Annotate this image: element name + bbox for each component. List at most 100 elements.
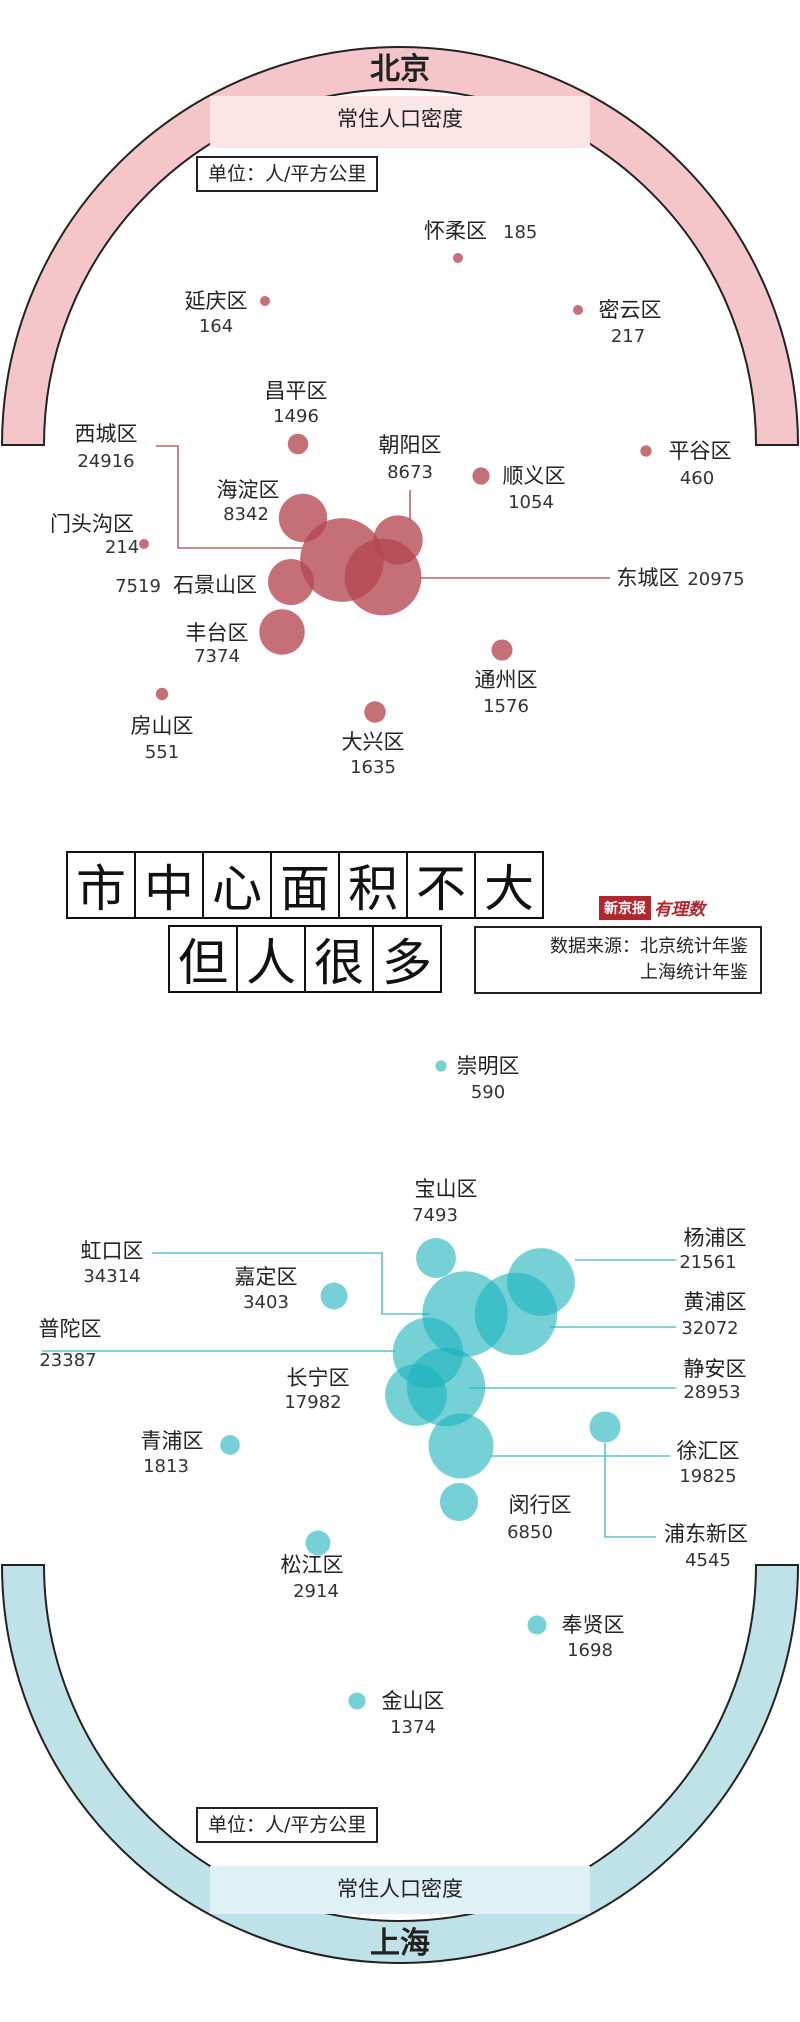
shanghai-district-value: 28953 <box>683 1382 740 1403</box>
beijing-district-name: 海淀区 <box>217 478 280 502</box>
shanghai-bubble <box>435 1060 447 1072</box>
beijing-title-band <box>210 96 590 148</box>
logo-column: 有理数 <box>654 900 705 920</box>
source-box: 数据来源：北京统计年鉴 上海统计年鉴 <box>474 926 762 994</box>
shanghai-bubble <box>406 1347 486 1427</box>
beijing-district-name: 延庆区 <box>185 289 248 313</box>
beijing-bubble <box>259 609 305 655</box>
title-char: 很 <box>304 925 374 993</box>
beijing-district-name: 门头沟区 <box>50 512 134 536</box>
shanghai-district-value: 4545 <box>685 1550 731 1571</box>
beijing-district-name: 东城区 <box>617 566 680 590</box>
shanghai-district-name: 青浦区 <box>141 1429 204 1453</box>
shanghai-district-value: 17982 <box>284 1392 341 1413</box>
beijing-district-value: 460 <box>680 468 714 489</box>
beijing-district-value: 1576 <box>483 696 529 717</box>
beijing-bubble <box>453 253 463 263</box>
title-char: 积 <box>338 851 408 919</box>
shanghai-bubble <box>416 1238 456 1278</box>
beijing-density-title: 常住人口密度 <box>337 107 463 131</box>
beijing-bubble <box>260 296 270 306</box>
source-line2: 上海统计年鉴 <box>640 962 748 983</box>
beijing-ring <box>0 46 800 446</box>
beijing-labels: 怀柔区 185 延庆区 164 密云区 217 昌平区 1496 西城区 24916 朝阳区 8673… <box>50 219 745 778</box>
shanghai-district-name: 虹口区 <box>81 1239 144 1263</box>
shanghai-leader-line <box>152 1252 430 1315</box>
beijing-district-value: 164 <box>199 316 233 337</box>
title-char: 大 <box>474 851 544 919</box>
beijing-district-value: 24916 <box>77 451 134 472</box>
beijing-unit-label: 单位：人/平方公里 <box>196 156 379 192</box>
beijing-bubble <box>287 433 309 455</box>
beijing-district-value: 1496 <box>273 406 319 427</box>
beijing-district-value: 8673 <box>387 462 433 483</box>
beijing-district-name: 房山区 <box>131 714 194 738</box>
shanghai-bubbles <box>220 1060 621 1710</box>
shanghai-density-title: 常住人口密度 <box>337 1877 463 1901</box>
beijing-bubble <box>344 538 422 616</box>
shanghai-district-value: 3403 <box>243 1292 289 1313</box>
shanghai-district-value: 23387 <box>39 1350 96 1371</box>
shanghai-bubble <box>220 1435 240 1455</box>
beijing-district-name: 大兴区 <box>342 730 405 754</box>
title-char: 市 <box>66 851 136 919</box>
shanghai-district-name: 嘉定区 <box>235 1265 298 1289</box>
shanghai-title-band <box>210 1866 590 1914</box>
shanghai-district-name: 长宁区 <box>287 1366 350 1390</box>
beijing-district-name: 怀柔区 <box>424 219 487 243</box>
beijing-district-name: 平谷区 <box>669 439 732 463</box>
shanghai-district-value: 1698 <box>567 1640 613 1661</box>
shanghai-district-value: 19825 <box>679 1466 736 1487</box>
shanghai-bubble <box>589 1411 621 1443</box>
title-char: 不 <box>406 851 476 919</box>
source-line1: 数据来源：北京统计年鉴 <box>550 936 748 957</box>
beijing-leader-line <box>156 445 302 549</box>
shanghai-district-name: 崇明区 <box>457 1054 520 1078</box>
beijing-district-value: 1635 <box>350 757 396 778</box>
logo-brand: 新京报 <box>599 895 651 920</box>
beijing-bubble <box>155 687 169 701</box>
title-char: 人 <box>236 925 306 993</box>
newspaper-logo: 新京报 有理数 <box>599 895 705 920</box>
shanghai-bubble <box>474 1272 558 1356</box>
shanghai-ring <box>0 1564 800 1964</box>
shanghai-district-value: 1374 <box>390 1717 436 1738</box>
beijing-bubble <box>364 701 386 723</box>
beijing-bubble <box>278 493 328 543</box>
beijing-district-value: 217 <box>611 326 645 347</box>
beijing-bubble <box>139 539 149 549</box>
shanghai-district-name: 杨浦区 <box>684 1226 747 1250</box>
shanghai-district-name: 金山区 <box>382 1689 445 1713</box>
shanghai-unit-label: 单位：人/平方公里 <box>196 1807 379 1843</box>
title-char: 多 <box>372 925 442 993</box>
beijing-district-name: 昌平区 <box>265 379 328 403</box>
shanghai-bubble <box>439 1482 479 1522</box>
shanghai-district-value: 21561 <box>679 1252 736 1273</box>
shanghai-bubble <box>348 1692 366 1710</box>
shanghai-district-name: 徐汇区 <box>677 1439 740 1463</box>
shanghai-city-title: 上海 <box>370 1926 430 1961</box>
main-title-line2: 但 人 很 多 <box>168 925 442 993</box>
shanghai-district-value: 1813 <box>143 1456 189 1477</box>
shanghai-district-value: 32072 <box>681 1318 738 1339</box>
shanghai-district-name: 黄浦区 <box>684 1290 747 1314</box>
beijing-bubble <box>472 467 490 485</box>
beijing-district-name: 朝阳区 <box>379 433 442 457</box>
beijing-bubble <box>640 445 652 457</box>
shanghai-district-value: 2914 <box>293 1581 339 1602</box>
shanghai-district-name: 闵行区 <box>509 1493 572 1517</box>
shanghai-district-value: 590 <box>471 1082 505 1103</box>
shanghai-district-name: 浦东新区 <box>664 1522 748 1546</box>
shanghai-bubble <box>527 1615 547 1635</box>
shanghai-district-name: 普陀区 <box>39 1317 102 1341</box>
shanghai-bubble <box>428 1413 494 1479</box>
shanghai-district-name: 静安区 <box>684 1357 747 1381</box>
shanghai-leader-line <box>604 1443 656 1538</box>
title-char: 但 <box>168 925 238 993</box>
shanghai-leader-lines <box>42 1252 676 1538</box>
beijing-district-value: 551 <box>145 742 179 763</box>
beijing-district-name: 密云区 <box>599 298 662 322</box>
beijing-city-title: 北京 <box>370 52 430 87</box>
shanghai-district-name: 奉贤区 <box>562 1613 625 1637</box>
beijing-bubble <box>268 559 314 605</box>
